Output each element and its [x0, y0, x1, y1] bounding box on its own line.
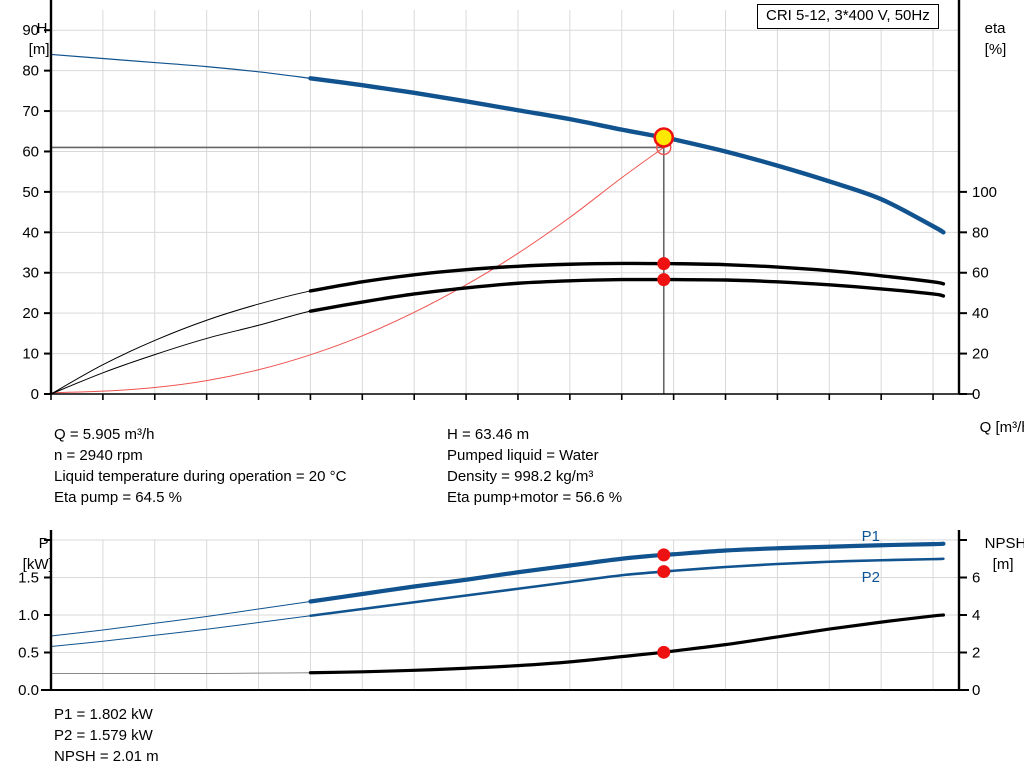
curve-npsh-full	[50, 614, 944, 675]
p2-marker	[657, 565, 671, 579]
eta-axis-tick-label: 0	[972, 386, 980, 400]
eta-axis-unit: [%]	[984, 41, 1007, 58]
eta-axis-title: eta	[984, 20, 1006, 37]
operating-point-right-column: H = 63.46 m Pumped liquid = Water Density …	[447, 424, 622, 508]
bottom-markers	[657, 548, 671, 659]
power-result-line-1: P1 = 1.802 kW	[54, 706, 153, 723]
curve-system	[50, 146, 665, 394]
pump-model-title: CRI 5-12, 3*400 V, 50Hz	[757, 4, 939, 29]
operating-point-line-2: Pumped liquid = Water	[447, 447, 599, 464]
npsh-axis-unit: [m]	[992, 556, 1014, 573]
q-axis-title: Q [m³/h]	[979, 419, 1024, 436]
p-axis-tick-label: 1.5	[18, 570, 39, 587]
npsh-axis-tick-label: 2	[972, 645, 980, 662]
head-eta-chart: 010203040506070809002040608010000.51.01.…	[22, 0, 997, 400]
top-grid	[50, 10, 959, 394]
power-npsh-chart: P1 P2 0.0 0.5 1.0 1.5 0 2 4 6	[18, 528, 980, 699]
power-result-line-3: NPSH = 2.01 m	[54, 748, 159, 765]
curve-npsh-allowed	[308, 613, 946, 675]
h-axis-tick-label: 40	[22, 224, 39, 241]
h-axis-tick-label: 80	[22, 63, 39, 80]
curve-label-p1: P1	[862, 528, 880, 545]
operating-point-line-4: Eta pump+motor = 56.6 %	[447, 489, 623, 506]
h-axis-tick-label: 10	[22, 346, 39, 363]
operating-point-line-3: Liquid temperature during operation = 20…	[54, 468, 347, 485]
npsh-axis-title: NPSH	[984, 535, 1024, 552]
p-axis-tick-label: 1.0	[18, 607, 39, 624]
npsh-marker	[657, 645, 671, 659]
curve-head-allowed	[308, 76, 946, 235]
curve-p1-full	[50, 543, 944, 637]
p-axis-tick-label: 0.0	[18, 682, 39, 699]
top-curves	[50, 53, 946, 395]
npsh-axis-tick-label: 6	[972, 570, 980, 587]
pump-model-label: CRI 5-12, 3*400 V, 50Hz	[766, 7, 930, 24]
bottom-curves	[50, 541, 946, 675]
p1-marker	[657, 548, 671, 562]
h-axis-unit: [m]	[28, 41, 50, 58]
npsh-axis-tick-label: 0	[972, 682, 980, 699]
eta-axis-tick-label: 40	[972, 305, 989, 322]
curve-p1-allowed	[308, 541, 946, 604]
h-axis-tick-label: 60	[22, 143, 39, 160]
npsh-axis-tick-label: 4	[972, 607, 980, 624]
p-axis-tick-label: 0.5	[18, 645, 39, 662]
h-axis-tick-label: 0	[31, 386, 39, 400]
power-results-text: P1 = 1.802 kW P2 = 1.579 kW NPSH = 2.01 m	[54, 704, 159, 767]
eta-axis-tick-label: 80	[972, 224, 989, 241]
p-axis-unit: [kW]	[22, 556, 53, 573]
operating-point-line-4: Eta pump = 64.5 %	[54, 489, 182, 506]
eta-axis-tick-label: 60	[972, 265, 989, 282]
operating-point-line-3: Density = 998.2 kg/m³	[447, 468, 594, 485]
curve-eta-pump-motor-full	[50, 279, 944, 395]
h-axis-title: H	[36, 20, 48, 37]
duty-point-marker[interactable]	[653, 127, 675, 148]
duty-guide-lines	[51, 146, 665, 394]
h-axis-tick-label: 50	[22, 184, 39, 201]
h-axis-tick-label: 70	[22, 103, 39, 120]
bottom-axes	[41, 530, 969, 691]
operating-point-left-column: Q = 5.905 m³/h n = 2940 rpm Liquid tempera…	[54, 424, 346, 508]
eta-axis-tick-label: 100	[972, 184, 997, 201]
curve-eta-pump-motor-allowed	[308, 277, 946, 313]
eta-pump-marker	[657, 257, 671, 271]
operating-point-line-1: Q = 5.905 m³/h	[54, 426, 155, 443]
operating-point-line-2: n = 2940 rpm	[54, 447, 143, 464]
curve-label-p2: P2	[862, 569, 880, 586]
h-axis-tick-label: 30	[22, 265, 39, 282]
top-axes	[44, 0, 973, 400]
h-axis-tick-label: 90	[22, 22, 39, 39]
h-axis-title-unit: H	[20, 3, 48, 54]
eta-pump-motor-marker	[657, 273, 671, 287]
h-axis-tick-label: 20	[22, 305, 39, 322]
curve-head-full	[50, 53, 945, 233]
top-markers	[653, 127, 675, 287]
operating-point-line-1: H = 63.46 m	[447, 426, 530, 443]
bottom-grid	[50, 539, 959, 690]
power-result-line-2: P2 = 1.579 kW	[54, 727, 153, 744]
eta-axis-tick-label: 20	[972, 346, 989, 363]
p-axis-title: P	[38, 535, 49, 552]
